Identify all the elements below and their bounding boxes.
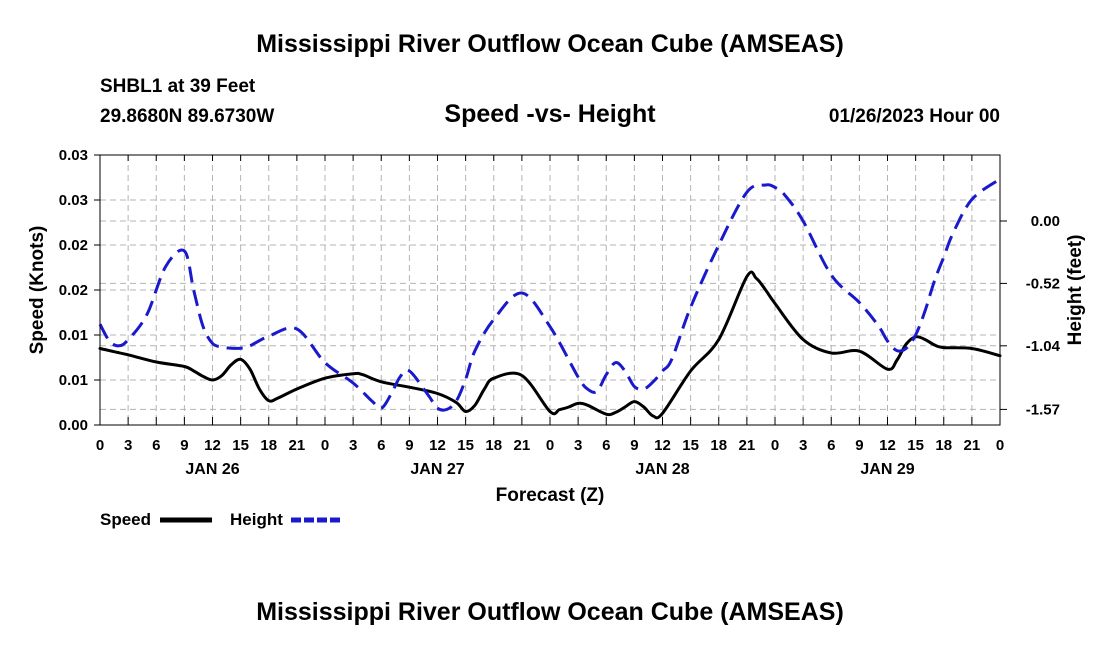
x-tick-label: 21 [964,437,981,454]
x-tick-label: 0 [546,437,554,454]
y-tick-label: 0.01 [59,327,88,344]
x-day-label: JAN 29 [860,461,914,478]
chart-subtitle: Speed -vs- Height [444,100,656,128]
y-axis-label: Speed (Knots) [27,226,48,355]
x-tick-label: 15 [907,437,924,454]
y2-tick-label: -1.57 [1026,401,1060,418]
x-tick-label: 12 [429,437,446,454]
station-coordinates: 29.8680N 89.6730W [100,106,275,127]
x-tick-label: 3 [124,437,132,454]
x-tick-label: 6 [152,437,160,454]
x-tick-label: 9 [630,437,638,454]
x-tick-label: 0 [771,437,779,454]
x-tick-label: 0 [321,437,329,454]
legend-height-label: Height [230,510,283,529]
x-tick-label: 12 [204,437,221,454]
x-tick-label: 12 [654,437,671,454]
height-series-line [98,177,1001,412]
x-tick-label: 6 [377,437,385,454]
y2-tick-label: 0.00 [1031,213,1060,230]
x-tick-label: 3 [574,437,582,454]
station-label: SHBL1 at 39 Feet [100,76,256,97]
x-tick-label: 21 [289,437,306,454]
x-day-label: JAN 26 [185,461,239,478]
x-tick-label: 15 [457,437,474,454]
grid [100,155,1000,425]
y-tick-label: 0.00 [59,417,88,434]
y2-axis-label: Height (feet) [1065,235,1086,346]
forecast-datetime: 01/26/2023 Hour 00 [828,106,1000,127]
x-axis-label: Forecast (Z) [496,485,605,506]
x-tick-label: 3 [349,437,357,454]
y-tick-label: 0.03 [59,147,88,164]
x-tick-label: 9 [855,437,863,454]
legend: Speed Height [100,510,343,529]
x-tick-label: 6 [602,437,610,454]
y-tick-label: 0.02 [59,237,88,254]
x-tick-label: 18 [710,437,727,454]
x-tick-label: 15 [232,437,249,454]
x-tick-label: 12 [879,437,896,454]
x-tick-label: 15 [682,437,699,454]
speed-series-line [98,270,1002,420]
y-tick-label: 0.03 [59,192,88,209]
y-tick-label: 0.01 [59,372,88,389]
x-day-label: JAN 28 [635,461,689,478]
x-tick-label: 21 [739,437,756,454]
x-tick-label: 0 [996,437,1004,454]
footer-title: Mississippi River Outflow Ocean Cube (AM… [256,598,844,626]
x-tick-label: 18 [935,437,952,454]
x-tick-label: 9 [405,437,413,454]
x-tick-label: 18 [485,437,502,454]
x-tick-label: 18 [260,437,277,454]
x-tick-label: 3 [799,437,807,454]
x-tick-label: 6 [827,437,835,454]
y2-tick-label: -0.52 [1026,275,1060,292]
x-tick-label: 21 [514,437,531,454]
x-tick-label: 9 [180,437,188,454]
chart-title: Mississippi River Outflow Ocean Cube (AM… [256,30,844,58]
series-layer [98,177,1002,420]
y-tick-label: 0.02 [59,282,88,299]
x-tick-label: 0 [96,437,104,454]
axes: 0 3 6 9 12 15 18 21 0 3 6 9 12 15 18 21 0 3 6 9 12 15 18 21 0 3 6 9… [59,147,1061,478]
y2-tick-label: -1.04 [1026,338,1061,355]
x-day-label: JAN 27 [410,461,464,478]
legend-speed-label: Speed [100,510,151,529]
